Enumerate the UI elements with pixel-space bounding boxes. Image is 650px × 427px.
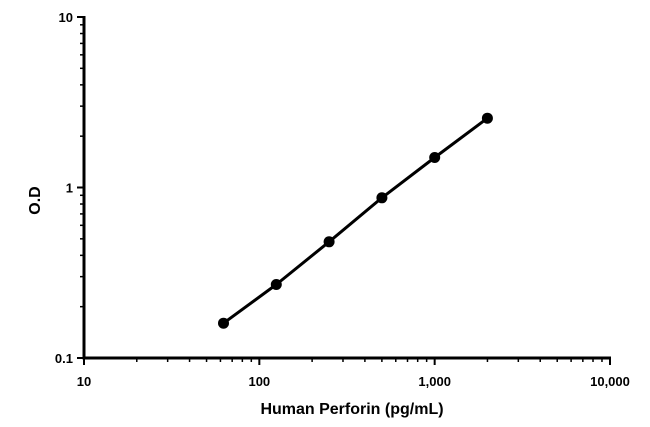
- data-point: [376, 192, 388, 204]
- data-point: [270, 279, 282, 290]
- y-tick-label: 0.1: [55, 351, 73, 366]
- data-point: [481, 112, 493, 124]
- ticks-group: [77, 16, 611, 365]
- y-axis-title: O.D: [27, 186, 44, 214]
- series-line: [222, 116, 489, 325]
- y-tick-label: 10: [59, 10, 73, 25]
- x-tick-label: 10,000: [590, 374, 630, 389]
- data-point: [218, 317, 229, 329]
- data-point: [429, 152, 441, 163]
- tick-labels-group: 0.1 1 10 10 100 1,000 10,000: [55, 10, 630, 389]
- data-point: [323, 236, 335, 248]
- x-axis-title: Human Perforin (pg/mL): [260, 401, 443, 418]
- x-tick-label: 1,000: [418, 374, 451, 389]
- x-tick-label: 10: [77, 374, 91, 389]
- y-tick-label: 1: [66, 181, 73, 196]
- series-group: [218, 112, 493, 329]
- x-tick-label: 100: [248, 374, 270, 389]
- axes-group: [82, 16, 611, 360]
